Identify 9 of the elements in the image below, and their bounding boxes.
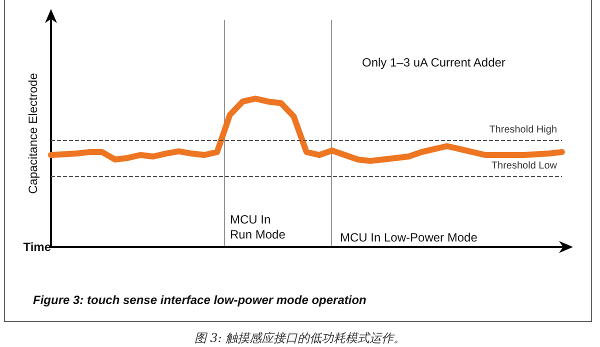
text: Figure 3: touch sense interface low-power mode operation: [33, 293, 366, 307]
text: Only 1–3 uA Current Adder: [362, 56, 506, 70]
annotation: MCU In Run Mode: [230, 212, 286, 242]
ref-line-label: Threshold High: [489, 124, 557, 136]
text: 图 3: 触摸感应接口的低功耗模式运作。: [194, 331, 406, 345]
annotation: MCU In Low-Power Mode: [340, 230, 478, 244]
ref-line-label: Threshold Low: [491, 160, 558, 172]
x-axis-title: Time: [23, 240, 52, 254]
y-axis-title: Capacitance Electrode: [26, 72, 40, 194]
